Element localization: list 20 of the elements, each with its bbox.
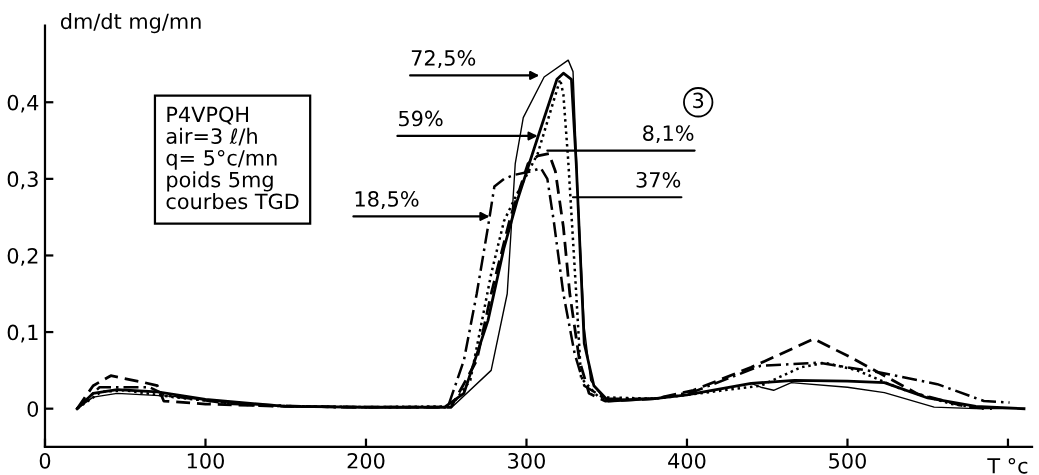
annotation: 37% — [636, 171, 681, 188]
annotation: P4VPQH air=3 ℓ/h q= 5°c/mn poids 5mg courbes TGD — [166, 106, 299, 210]
x-tick-label: 300 — [508, 452, 545, 469]
x-tick-label: 200 — [347, 452, 385, 469]
annotation: 59% — [399, 110, 443, 127]
y-tick-label: 0 — [27, 401, 39, 417]
y-tick-label: 0,1 — [7, 324, 38, 343]
x-tick-label: 400 — [668, 452, 706, 469]
x-axis-title: T °c — [987, 457, 1028, 474]
y-tick-label: 0,3 — [7, 171, 38, 190]
y-axis-title: dm/dt mg/mn — [60, 13, 201, 34]
annotation: 18,5% — [355, 191, 419, 209]
x-tick-label: 100 — [187, 452, 224, 469]
annotation: 72,5% — [411, 50, 476, 68]
annotation: 3 — [693, 92, 704, 109]
y-tick-label: 0,2 — [7, 247, 38, 266]
x-tick-label: 0 — [39, 452, 51, 469]
x-tick-label: 500 — [829, 452, 866, 469]
annotation: 8,1% — [643, 125, 694, 144]
y-tick-label: 0,4 — [7, 94, 39, 113]
